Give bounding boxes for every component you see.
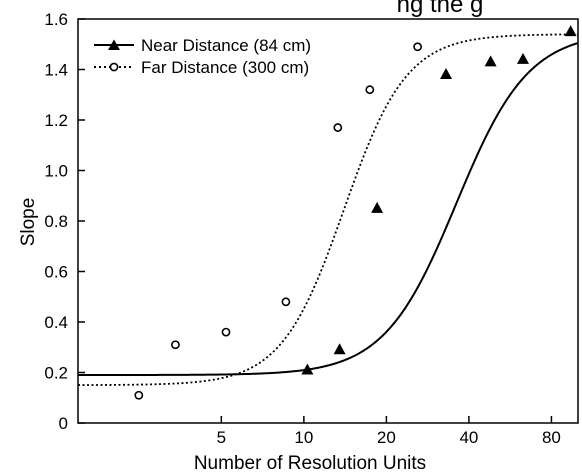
near-data-point bbox=[333, 343, 346, 355]
x-tick-label: 5 bbox=[217, 428, 226, 447]
y-tick-label: 0 bbox=[59, 414, 68, 433]
far-data-point bbox=[134, 390, 144, 400]
plot-area bbox=[77, 18, 579, 424]
near-data-point bbox=[440, 68, 453, 80]
data-markers bbox=[134, 25, 577, 400]
near-fit-curve bbox=[77, 42, 579, 377]
legend: Near Distance (84 cm) Far Distance (300 … bbox=[94, 36, 311, 77]
x-tick-label: 40 bbox=[459, 428, 478, 447]
chart-title-fragment: ng the g bbox=[397, 0, 484, 18]
y-axis: 0 0.2 0.4 0.6 0.8 1.0 1.2 1.4 1.6 bbox=[44, 10, 85, 433]
x-axis: 5 10 20 40 80 bbox=[217, 416, 561, 447]
y-tick-label: 1.4 bbox=[44, 61, 68, 80]
near-data-point bbox=[564, 25, 577, 37]
y-tick-label: 0.6 bbox=[44, 263, 68, 282]
far-data-point bbox=[281, 297, 291, 307]
y-axis-title: Slope bbox=[18, 198, 39, 247]
y-tick-label: 0.4 bbox=[44, 313, 68, 332]
fit-curves bbox=[77, 33, 579, 386]
y-tick-label: 1.2 bbox=[44, 111, 68, 130]
y-tick-label: 1.0 bbox=[44, 162, 68, 181]
y-tick-label: 0.8 bbox=[44, 212, 68, 231]
legend-circle-icon bbox=[109, 62, 119, 72]
near-data-point bbox=[371, 201, 384, 213]
x-tick-label: 80 bbox=[542, 428, 561, 447]
far-fit-curve bbox=[78, 33, 579, 386]
y-tick-label: 1.6 bbox=[44, 10, 68, 29]
far-data-point bbox=[221, 327, 231, 337]
legend-triangle-icon bbox=[108, 39, 120, 50]
far-data-point bbox=[413, 42, 423, 52]
near-data-point bbox=[516, 52, 529, 64]
far-data-point bbox=[365, 85, 375, 95]
x-tick-label: 10 bbox=[294, 428, 313, 447]
legend-label-far: Far Distance (300 cm) bbox=[141, 58, 309, 77]
far-data-point bbox=[333, 123, 343, 132]
x-tick-label: 20 bbox=[377, 428, 396, 447]
y-tick-label: 0.2 bbox=[44, 364, 68, 383]
legend-label-near: Near Distance (84 cm) bbox=[141, 36, 311, 55]
x-axis-title: Number of Resolution Units bbox=[194, 453, 426, 474]
near-data-point bbox=[484, 55, 497, 67]
near-data-point bbox=[301, 363, 314, 375]
far-data-point bbox=[171, 340, 180, 350]
